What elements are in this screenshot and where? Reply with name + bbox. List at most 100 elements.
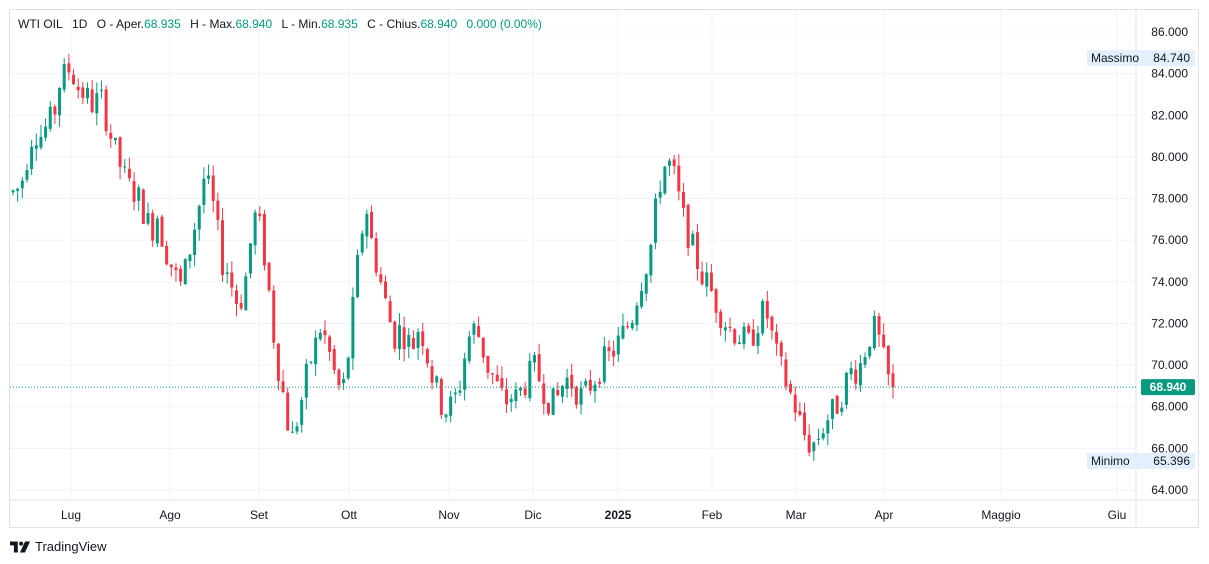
candle-body[interactable] [207, 175, 211, 179]
candle-body[interactable] [379, 274, 383, 283]
candle-body[interactable] [505, 389, 509, 405]
candle-body[interactable] [221, 220, 225, 275]
candle-body[interactable] [351, 296, 355, 359]
candle-body[interactable] [593, 384, 597, 392]
candle-body[interactable] [798, 410, 802, 415]
candle-body[interactable] [132, 181, 136, 202]
candle-body[interactable] [276, 343, 280, 381]
candle-body[interactable] [714, 289, 718, 313]
candle-body[interactable] [742, 326, 746, 345]
legend-interval[interactable]: 1D [72, 17, 88, 31]
candle-body[interactable] [234, 290, 238, 305]
candle-body[interactable] [486, 355, 490, 373]
candle-body[interactable] [67, 63, 71, 73]
candle-body[interactable] [644, 274, 648, 294]
candle-body[interactable] [53, 106, 57, 115]
candle-body[interactable] [109, 132, 113, 139]
candle-body[interactable] [477, 326, 481, 337]
candle-body[interactable] [458, 390, 462, 393]
candle-body[interactable] [616, 335, 620, 355]
candle-body[interactable] [370, 211, 374, 239]
candle-body[interactable] [411, 338, 415, 349]
candle-body[interactable] [244, 276, 248, 311]
candle-body[interactable] [542, 383, 546, 404]
candle-body[interactable] [844, 372, 848, 405]
candle-body[interactable] [225, 272, 229, 275]
candle-body[interactable] [118, 137, 122, 167]
candle-body[interactable] [123, 166, 127, 168]
candle-body[interactable] [565, 377, 569, 389]
candle-body[interactable] [551, 388, 555, 415]
candle-body[interactable] [495, 374, 499, 382]
candle-body[interactable] [467, 336, 471, 361]
candle-body[interactable] [174, 267, 178, 271]
candle-body[interactable] [197, 205, 201, 230]
candle-body[interactable] [20, 180, 24, 189]
candle-body[interactable] [81, 87, 85, 98]
candle-body[interactable] [700, 271, 704, 285]
candle-body[interactable] [248, 243, 252, 274]
candle-body[interactable] [25, 170, 29, 180]
candle-body[interactable] [435, 376, 439, 383]
candle-body[interactable] [188, 254, 192, 262]
candle-body[interactable] [733, 329, 737, 344]
candle-body[interactable] [826, 420, 830, 434]
candle-body[interactable] [821, 433, 825, 439]
candle-body[interactable] [425, 349, 429, 364]
candle-body[interactable] [258, 213, 262, 217]
candle-body[interactable] [761, 300, 765, 334]
candle-body[interactable] [765, 300, 769, 319]
candle-body[interactable] [48, 106, 52, 129]
candle-body[interactable] [686, 204, 690, 249]
candle-body[interactable] [444, 414, 448, 418]
candle-body[interactable] [770, 316, 774, 331]
candle-body[interactable] [756, 333, 760, 347]
candle-body[interactable] [775, 331, 779, 344]
candle-body[interactable] [840, 407, 844, 413]
candle-body[interactable] [253, 212, 257, 246]
candle-body[interactable] [747, 325, 751, 333]
candle-body[interactable] [649, 244, 653, 276]
candle-body[interactable] [705, 272, 709, 287]
candle-body[interactable] [579, 388, 583, 405]
candle-body[interactable] [835, 396, 839, 414]
candle-body[interactable] [868, 346, 872, 357]
candle-body[interactable] [830, 399, 834, 419]
candle-body[interactable] [39, 136, 43, 148]
candle-body[interactable] [584, 381, 588, 386]
candle-body[interactable] [658, 191, 662, 198]
candle-body[interactable] [570, 374, 574, 389]
candle-body[interactable] [663, 166, 667, 194]
candle-body[interactable] [332, 349, 336, 371]
candle-body[interactable] [216, 200, 220, 220]
candle-body[interactable] [509, 398, 513, 403]
candle-body[interactable] [784, 359, 788, 387]
candle-body[interactable] [709, 272, 713, 291]
candle-body[interactable] [723, 327, 727, 331]
candle-body[interactable] [58, 87, 62, 116]
candle-body[interactable] [472, 323, 476, 335]
candle-body[interactable] [668, 160, 672, 166]
candle-body[interactable] [528, 360, 532, 399]
candle-body[interactable] [598, 381, 602, 384]
candle-body[interactable] [691, 233, 695, 246]
candle-body[interactable] [388, 301, 392, 323]
last-price-badge[interactable] [1141, 379, 1195, 396]
candle-body[interactable] [886, 345, 890, 375]
candle-body[interactable] [374, 238, 378, 273]
candle-body[interactable] [481, 337, 485, 358]
legend-symbol[interactable]: WTI OIL [18, 17, 63, 31]
candle-body[interactable] [393, 321, 397, 349]
candle-body[interactable] [318, 332, 322, 340]
candle-body[interactable] [863, 357, 867, 365]
candle-body[interactable] [165, 245, 169, 265]
candle-body[interactable] [514, 389, 518, 401]
candle-body[interactable] [537, 354, 541, 382]
candle-body[interactable] [858, 363, 862, 386]
candle-body[interactable] [76, 86, 80, 91]
candle-body[interactable] [635, 305, 639, 326]
candle-body[interactable] [127, 168, 131, 179]
candle-body[interactable] [141, 189, 145, 224]
candle-body[interactable] [626, 326, 630, 328]
candle-body[interactable] [640, 290, 644, 307]
